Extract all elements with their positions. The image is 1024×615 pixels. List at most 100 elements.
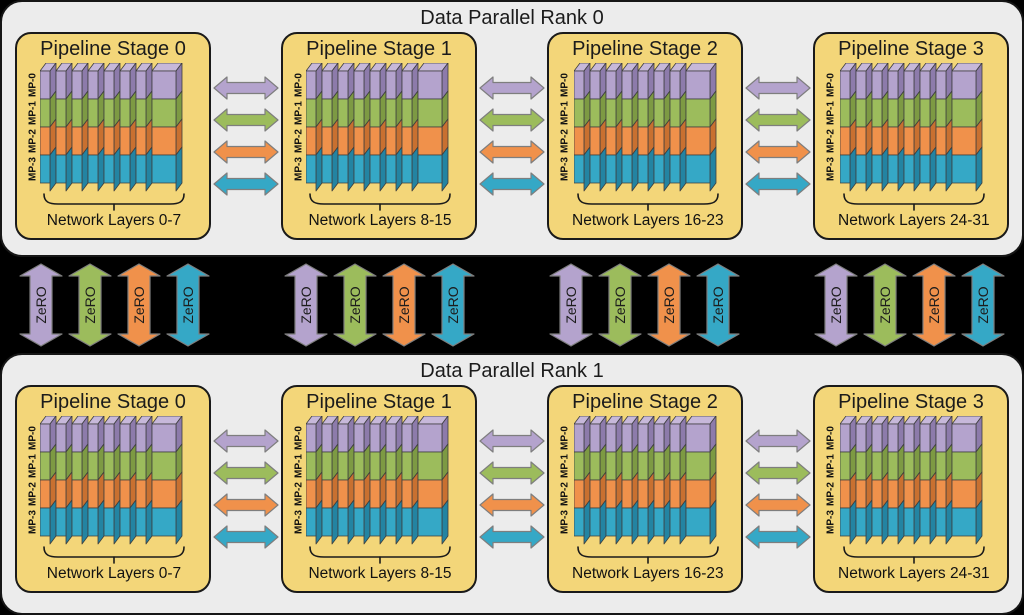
slab-side-blue [363,146,371,192]
pipeline-stage-title: Pipeline Stage 0 [40,38,186,60]
slab-side-blue [65,499,73,545]
zero-arrow-shape [696,263,740,347]
slab-front-purple [669,423,681,453]
slab-front-purple [589,70,601,100]
slab-front-orange [855,479,867,509]
slab-front-orange [669,126,681,156]
slab-front-blue [685,507,711,537]
pipeline-arrow-purple [479,76,545,100]
slab-front-blue [71,154,83,184]
layer-slab [385,416,403,545]
layer-slab [887,63,905,192]
slab-front-orange [119,479,131,509]
layer-slab [685,416,717,545]
slab-front-orange [353,479,365,509]
zero-arrow-label: ZeRO [82,286,98,323]
mp-3-label: MP-3 [825,157,836,181]
slab-front-blue [103,507,115,537]
slab-front-blue [306,154,317,184]
layer-slab [306,63,323,192]
pipeline-arrow-green [479,461,545,485]
mp-label-cell: MP-3 [291,155,306,183]
model-parallel-labels: MP-0 MP-1 MP-2 MP-3 [25,63,40,230]
model-parallel-labels: MP-0 MP-1 MP-2 MP-3 [557,63,572,230]
data-parallel-rank-1-panel: Data Parallel Rank 1 Pipeline Stage 0 MP-… [0,353,1024,615]
zero-arrow-cluster-0: ZeRO ZeRO ZeRO ZeRO [18,263,211,347]
slab-front-orange [401,479,413,509]
pipeline-arrow-blue [745,172,811,196]
slab-front-green [621,98,633,128]
zero-arrow-label: ZeRO [396,286,412,323]
slab-front-blue [573,507,585,537]
slab-front-green [369,451,381,481]
network-layers-brace [309,546,451,564]
pipeline-arrow-blue [479,525,545,549]
layer-slab [903,416,921,545]
slab-front-purple [887,70,899,100]
zero-arrow-label: ZeRO [33,286,49,323]
layer-slab [40,416,57,545]
slab-side-blue [849,499,857,545]
pipeline-communication-arrows [478,75,546,206]
zero-arrow-shape [333,263,377,347]
pipeline-stage-3-card: Pipeline Stage 3 MP-0 MP-1 MP-2 MP-3 Network … [813,32,1009,240]
pipeline-arrow-purple [213,76,279,100]
slab-side-blue [929,499,937,545]
slab-front-blue [87,154,99,184]
pipeline-arrow-orange [479,493,545,517]
zero-arrow-label: ZeRO [131,286,147,323]
slab-front-blue [887,154,899,184]
zero-arrow-shape [549,263,593,347]
layer-slab [103,63,121,192]
mp-label-cell: MP-0 [557,71,572,99]
slab-side-blue [599,146,607,192]
slab-front-green [871,98,883,128]
slab-front-blue [871,154,883,184]
pipeline-arrow-orange [745,493,811,517]
pipeline-arrow-purple [479,429,545,453]
mp-2-label: MP-2 [293,482,304,506]
slab-front-blue [887,507,899,537]
slab-front-orange [839,479,851,509]
slab-front-green [589,98,601,128]
layer-slab [71,416,89,545]
slab-front-blue [637,507,649,537]
layer-slab [417,416,449,545]
slab-front-purple [573,70,585,100]
slab-front-green [321,98,333,128]
layer-slab [369,63,387,192]
zero-arrow-cluster-3: ZeRO ZeRO ZeRO ZeRO [813,263,1006,347]
mp-label-cell: MP-1 [557,452,572,480]
slab-front-purple [353,423,365,453]
slab-front-blue [685,154,711,184]
zero-arrow-label: ZeRO [710,286,726,323]
slab-side-blue [615,499,623,545]
slab-front-purple [653,423,665,453]
slab-front-orange [605,126,617,156]
slab-front-green [839,451,851,481]
zero-arrow-label: ZeRO [975,286,991,323]
layer-slab [871,416,889,545]
slab-front-green [871,451,883,481]
slab-side-blue [175,499,183,545]
slab-front-orange [87,126,99,156]
zero-arrow-orange: ZeRO [382,263,426,347]
mp-label-cell: MP-3 [557,508,572,536]
slab-front-purple [855,423,867,453]
slab-front-green [321,451,333,481]
mp-label-cell: MP-0 [291,424,306,452]
slab-front-blue [919,507,931,537]
zero-arrow-green: ZeRO [68,263,112,347]
slab-side-blue [679,146,687,192]
mp-0-label: MP-0 [27,426,38,450]
mp-0-label: MP-0 [559,73,570,97]
mp-1-label: MP-1 [559,101,570,125]
slab-front-purple [385,70,397,100]
slab-front-orange [417,479,443,509]
slab-front-green [306,98,317,128]
slab-front-blue [353,507,365,537]
pipeline-communication-arrows [478,428,546,559]
pipeline-stage-2-card: Pipeline Stage 2 MP-0 MP-1 MP-2 MP-3 Network … [547,385,743,593]
slab-front-orange [919,479,931,509]
slab-front-green [337,451,349,481]
